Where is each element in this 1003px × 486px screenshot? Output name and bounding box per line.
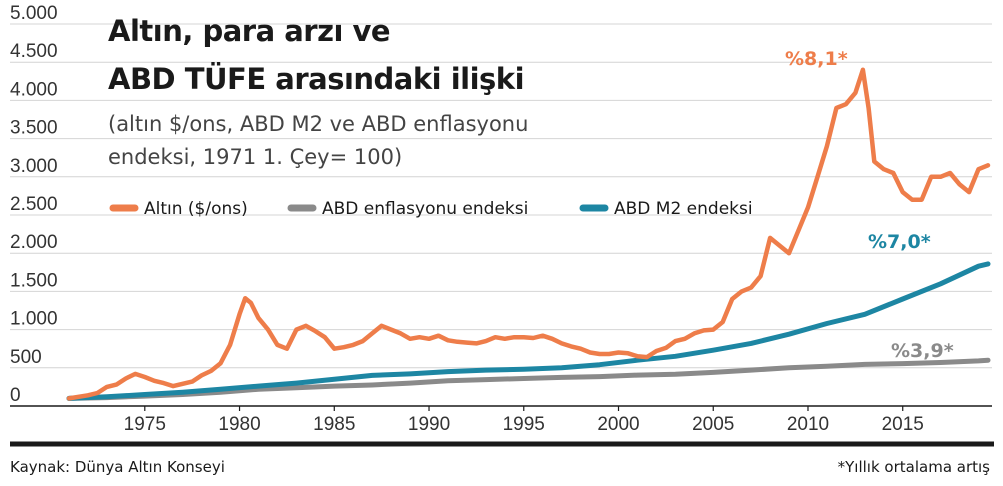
y-tick-label: 2.000 [10, 232, 58, 253]
annotation-m2-growth: %7,0* [868, 231, 931, 253]
x-tick-label: 1975 [124, 414, 166, 435]
y-tick-label: 1.000 [10, 309, 58, 330]
legend-label-m2: ABD M2 endeksi [614, 199, 753, 219]
y-tick-label: 500 [10, 347, 42, 368]
legend: Altın ($/ons) ABD enflasyonu endeksi ABD… [109, 199, 753, 219]
annotation-inflation-growth: %3,9* [891, 340, 954, 362]
x-tick-label: 1995 [503, 414, 545, 435]
y-tick-label: 1.500 [10, 270, 58, 291]
chart-title-line-1: Altın, para arzı ve [108, 14, 390, 48]
x-tick-label: 1990 [408, 414, 450, 435]
series-lines [66, 67, 991, 401]
y-tick-label: 0 [10, 385, 21, 406]
x-tick-label: 2015 [882, 414, 924, 435]
x-tick-label: 2005 [692, 414, 734, 435]
series-line-gold [66, 67, 991, 401]
y-tick-label: 5.000 [10, 3, 58, 24]
y-tick-label: 4.500 [10, 41, 58, 62]
x-tick-label: 1985 [313, 414, 355, 435]
grid-lines [10, 23, 992, 407]
x-axis-ticks: 1975 1980 1985 1990 1995 2000 2005 2010 2015 [124, 406, 924, 435]
legend-label-inflation: ABD enflasyonu endeksi [322, 199, 528, 219]
y-axis-ticks: 0 500 1.000 1.500 2.000 2.500 3.000 3.500 4.000 4… [10, 3, 58, 406]
chart-subtitle-line-1: (altın $/ons, ABD M2 ve ABD enflasyonu [108, 112, 528, 136]
y-tick-label: 4.000 [10, 79, 58, 100]
annotation-gold-growth: %8,1* [785, 48, 848, 70]
y-tick-label: 2.500 [10, 194, 58, 215]
y-tick-label: 3.500 [10, 118, 58, 139]
x-tick-label: 1980 [218, 414, 260, 435]
chart-subtitle-line-2: endeksi, 1971 1. Çey= 100) [108, 145, 402, 169]
x-tick-label: 2010 [787, 414, 829, 435]
legend-label-gold: Altın ($/ons) [144, 199, 248, 219]
y-tick-label: 3.000 [10, 156, 58, 177]
series-line-m2 [66, 261, 991, 401]
chart-title-line-2: ABD TÜFE arasındaki ilişki [108, 62, 524, 96]
footer-note: *Yıllık ortalama artış [838, 458, 991, 476]
series-line-inflation [66, 357, 991, 401]
x-tick-label: 2000 [597, 414, 639, 435]
footer-source: Kaynak: Dünya Altın Konseyi [10, 458, 225, 476]
